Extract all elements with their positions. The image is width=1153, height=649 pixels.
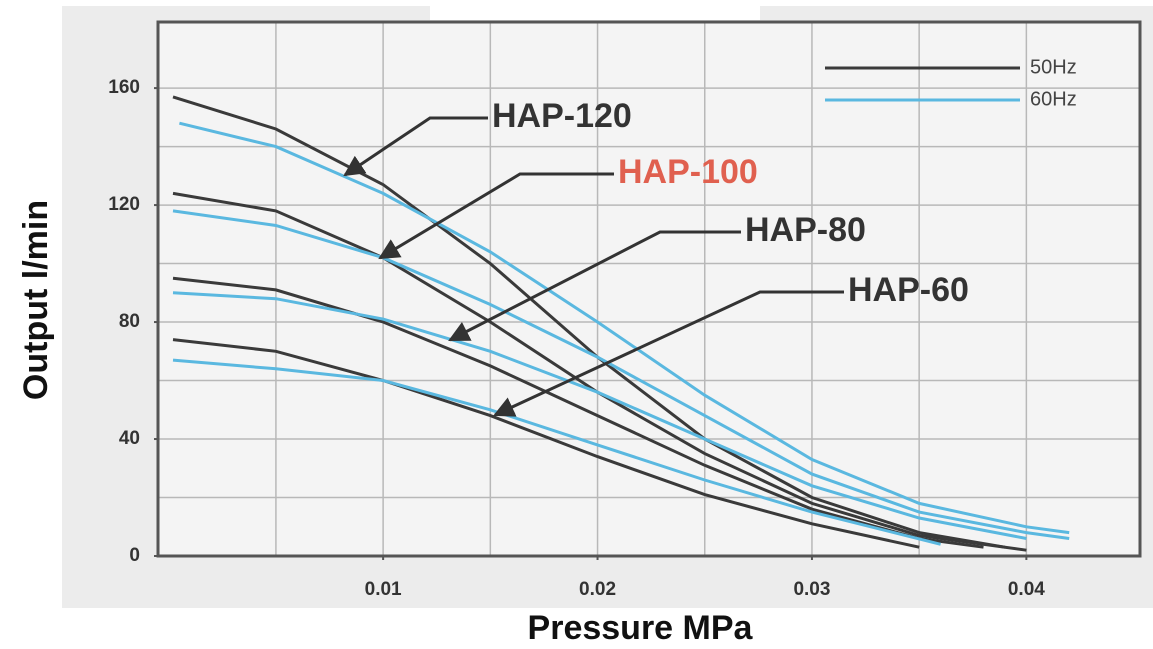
annotation-label: HAP-100 xyxy=(618,153,758,191)
series-line xyxy=(179,121,1070,535)
y-tick-label: 40 xyxy=(119,428,140,449)
legend-label: 60Hz xyxy=(1030,88,1077,110)
series-line xyxy=(172,358,941,546)
annotation-arrow xyxy=(378,172,614,260)
series-line xyxy=(172,338,920,549)
x-axis-label: Pressure MPa xyxy=(528,609,754,647)
y-axis-label: Output l/min xyxy=(17,200,55,400)
annotation-label: HAP-80 xyxy=(745,211,866,249)
x-tick-label: 0.04 xyxy=(1008,579,1045,600)
top-strip xyxy=(430,0,760,20)
x-tick-label: 0.01 xyxy=(365,579,402,600)
y-tick-label: 80 xyxy=(119,311,140,332)
y-tick-label: 120 xyxy=(108,194,140,215)
plot-area xyxy=(158,22,1140,556)
x-tick-label: 0.03 xyxy=(793,579,830,600)
x-tick-label: 0.02 xyxy=(579,579,616,600)
series-line xyxy=(172,209,1070,540)
series-line xyxy=(172,291,1027,540)
legend-label: 50Hz xyxy=(1030,56,1077,78)
annotation-arrow xyxy=(448,230,741,342)
y-tick-label: 160 xyxy=(108,77,140,98)
plot-frame xyxy=(156,20,1142,558)
y-tick-label: 0 xyxy=(129,545,140,566)
annotation-arrow xyxy=(343,116,488,177)
annotation-label: HAP-120 xyxy=(492,97,632,135)
annotation-label: HAP-60 xyxy=(848,271,969,309)
annotation-arrow xyxy=(493,290,844,417)
